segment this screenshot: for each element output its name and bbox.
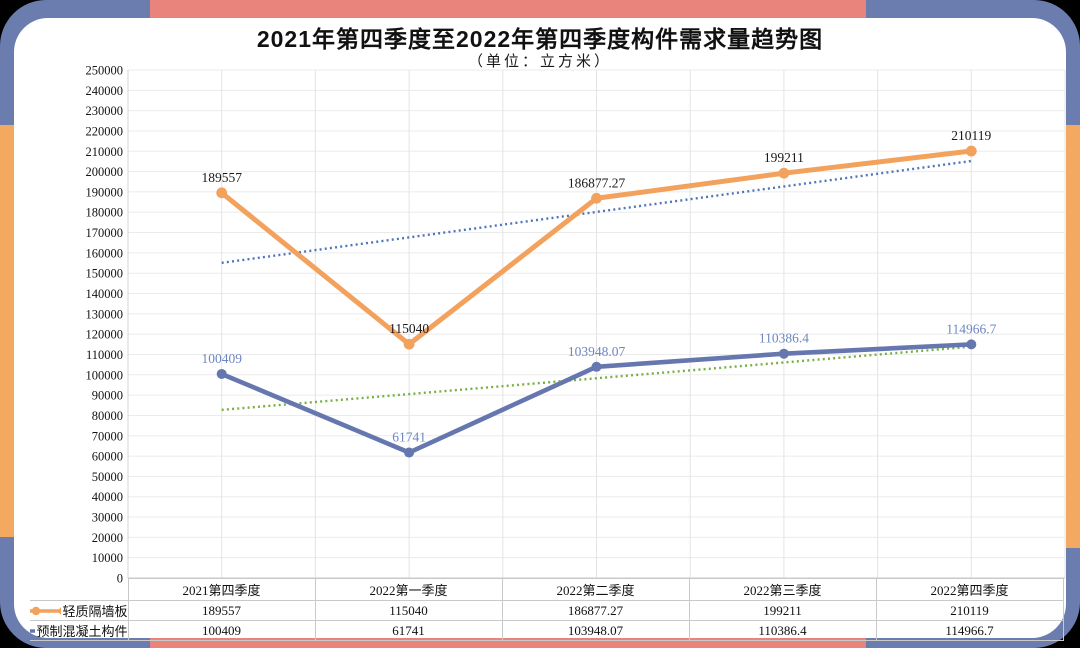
series-name: 轻质隔墙板 <box>62 604 128 619</box>
table-value-cell: 61741 <box>314 620 503 641</box>
y-tick-label: 160000 <box>86 246 124 260</box>
data-table: 2021第四季度 2022第一季度 2022第二季度 2022第三季度 2022第四季度… <box>30 578 1064 641</box>
y-tick-label: 190000 <box>86 185 124 199</box>
y-tick-label: 220000 <box>86 124 124 138</box>
legend-entry: 轻质隔墙板 <box>30 602 128 620</box>
table-value-cell: 103948.07 <box>501 620 690 641</box>
table-header-cell: 2022第三季度 <box>688 578 877 601</box>
series-marker-icon <box>30 628 36 633</box>
table-value-cell: 110386.4 <box>688 620 877 641</box>
y-tick-label: 40000 <box>92 490 123 504</box>
y-tick-label: 120000 <box>86 328 124 342</box>
table-value-cell: 210119 <box>875 600 1064 621</box>
data-label: 110386.4 <box>759 331 809 346</box>
y-tick-label: 10000 <box>92 551 123 565</box>
y-tick-label: 20000 <box>92 531 123 545</box>
legend-entry: 预制混凝土构件 <box>30 622 128 640</box>
y-tick-label: 100000 <box>86 368 124 382</box>
table-header-cell: 2022第四季度 <box>875 578 1064 601</box>
data-label: 189557 <box>201 170 242 185</box>
data-point-marker <box>966 339 977 350</box>
table-row: 轻质隔墙板 189557 115040 186877.27 199211 210119 <box>30 600 1064 621</box>
frame-left-orange-strip <box>0 125 14 537</box>
data-point-marker <box>591 192 602 204</box>
table-header-cell: 2022第二季度 <box>501 578 690 601</box>
y-tick-label: 80000 <box>92 409 123 423</box>
y-tick-label: 240000 <box>86 84 124 98</box>
trendlines <box>221 159 972 412</box>
table-header-cell: 2021第四季度 <box>127 578 316 601</box>
table-value-cell: 115040 <box>314 600 503 621</box>
data-point-marker <box>778 348 789 359</box>
table-value-cell: 186877.27 <box>501 600 690 621</box>
gridlines <box>127 69 1066 579</box>
y-tick-label: 30000 <box>92 511 123 525</box>
data-label: 210119 <box>951 128 991 143</box>
data-label: 115040 <box>389 321 429 336</box>
y-tick-label: 210000 <box>86 145 124 159</box>
data-table-body: 2021第四季度 2022第一季度 2022第二季度 2022第三季度 2022第四季度… <box>30 578 1064 641</box>
data-label: 186877.27 <box>568 175 626 190</box>
y-axis-labels: 0100002000030000400005000060000700008000… <box>86 64 124 586</box>
y-tick-label: 140000 <box>86 287 124 301</box>
trendline <box>221 345 972 412</box>
y-tick-label: 110000 <box>86 348 123 362</box>
data-labels: 100409 61741 103948.07 110386.4 114966.7 <box>201 321 996 444</box>
frame-bottom-coral-strip <box>150 638 866 648</box>
y-tick-label: 60000 <box>92 450 123 464</box>
table-value-cell: 189557 <box>127 600 316 621</box>
data-label: 199211 <box>764 150 804 165</box>
y-tick-label: 150000 <box>86 267 124 281</box>
table-header-row: 2021第四季度 2022第一季度 2022第二季度 2022第三季度 2022第四季度 <box>30 578 1064 601</box>
y-tick-label: 70000 <box>92 429 123 443</box>
table-header-cell: 2022第一季度 <box>314 578 503 601</box>
data-label: 100409 <box>201 351 242 366</box>
table-value-cell: 114966.7 <box>875 620 1064 641</box>
data-point-marker <box>965 145 977 157</box>
table-corner-cell <box>30 578 129 601</box>
data-point-marker <box>404 447 415 458</box>
series-name: 预制混凝土构件 <box>36 624 128 639</box>
chart-card <box>14 18 1066 638</box>
chart-subtitle: （单位：立方米） <box>467 54 612 70</box>
series-marker-icon <box>30 606 62 615</box>
trendline <box>221 159 972 265</box>
y-tick-label: 230000 <box>86 104 124 118</box>
legend-cell: 预制混凝土构件 <box>30 620 129 641</box>
data-point-marker <box>778 167 790 179</box>
table-value-cell: 100409 <box>127 620 316 641</box>
chart-title: 2021年第四季度至2022年第四季度构件需求量趋势图 <box>256 26 824 52</box>
y-tick-label: 90000 <box>92 389 123 403</box>
series-precast-concrete <box>216 339 977 458</box>
frame-top-coral-strip <box>150 0 866 18</box>
y-tick-label: 180000 <box>86 206 124 220</box>
data-label: 114966.7 <box>946 321 996 336</box>
y-tick-label: 170000 <box>86 226 124 240</box>
data-point-marker <box>403 338 415 350</box>
y-tick-label: 130000 <box>86 307 124 321</box>
y-tick-label: 50000 <box>92 470 123 484</box>
frame-right-orange-strip <box>1066 125 1080 548</box>
data-label: 103948.07 <box>568 344 626 359</box>
table-row: 预制混凝土构件 100409 61741 103948.07 110386.4 11496… <box>30 620 1064 641</box>
y-tick-label: 250000 <box>86 64 124 78</box>
series-light-partition <box>216 145 977 350</box>
data-label: 61741 <box>392 430 426 445</box>
data-point-marker <box>591 361 602 372</box>
data-point-marker <box>216 187 228 199</box>
legend-cell: 轻质隔墙板 <box>30 600 129 621</box>
y-tick-label: 200000 <box>86 165 124 179</box>
data-point-marker <box>216 368 227 379</box>
data-labels: 189557 115040 186877.27 199211 210119 <box>201 128 991 336</box>
table-value-cell: 199211 <box>688 600 877 621</box>
